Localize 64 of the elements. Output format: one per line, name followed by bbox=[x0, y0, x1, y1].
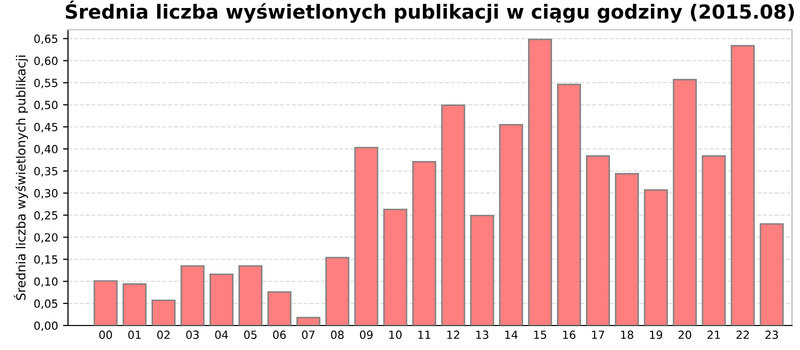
x-tick-label: 23 bbox=[765, 330, 778, 339]
bar bbox=[180, 265, 205, 326]
y-tick-label: 0,05 bbox=[34, 299, 58, 309]
x-tick-label: 03 bbox=[186, 330, 199, 339]
bar bbox=[614, 172, 639, 326]
bar bbox=[296, 316, 320, 326]
y-tick-label: 0,20 bbox=[34, 233, 58, 243]
x-tick-label: 07 bbox=[302, 330, 314, 339]
bar bbox=[383, 208, 408, 326]
bar bbox=[730, 44, 755, 326]
x-tick-label: 16 bbox=[563, 330, 576, 339]
x-tick-label: 22 bbox=[736, 330, 749, 339]
y-tick-label: 0,60 bbox=[34, 56, 58, 66]
x-tick-label: 15 bbox=[534, 330, 546, 339]
bar bbox=[122, 283, 147, 326]
x-tick-label: 08 bbox=[330, 330, 344, 339]
y-tick-label: 0,15 bbox=[34, 255, 58, 265]
bar bbox=[672, 78, 697, 326]
bar bbox=[210, 274, 234, 326]
x-tick-label: 09 bbox=[360, 330, 373, 339]
bar bbox=[760, 223, 784, 326]
y-tick-label: 0,40 bbox=[34, 144, 58, 154]
bar bbox=[499, 124, 524, 326]
y-tick-label: 0,55 bbox=[34, 78, 58, 88]
y-tick-label: 0,25 bbox=[34, 211, 58, 221]
x-tick-label: 11 bbox=[418, 330, 430, 339]
y-tick-label: 0,30 bbox=[34, 189, 58, 199]
bar bbox=[152, 300, 176, 326]
x-tick-label: 01 bbox=[128, 330, 141, 339]
y-tick-label: 0,10 bbox=[34, 277, 58, 287]
bar bbox=[412, 161, 436, 326]
x-tick-label: 14 bbox=[505, 330, 518, 339]
x-tick-label: 13 bbox=[476, 330, 488, 339]
bar bbox=[354, 146, 378, 326]
bar bbox=[267, 291, 292, 326]
chart-title: Średnia liczba wyświetlonych publikacji w ciągu godziny (2015.08) bbox=[66, 0, 794, 23]
bar bbox=[94, 280, 118, 326]
bar bbox=[470, 214, 494, 326]
bar bbox=[528, 38, 552, 326]
bar bbox=[586, 155, 610, 326]
x-tick-label: 10 bbox=[389, 330, 402, 339]
bar bbox=[644, 189, 668, 326]
bar bbox=[557, 84, 581, 326]
y-axis-title: Średnia liczba wyświetlonych publikacji bbox=[14, 56, 28, 300]
bar bbox=[238, 265, 262, 326]
y-tick-label: 0,35 bbox=[34, 166, 58, 177]
y-tick-label: 0,50 bbox=[34, 100, 58, 110]
y-tick-label: 0,00 bbox=[34, 321, 58, 332]
y-tick-label: 0,65 bbox=[34, 34, 58, 44]
x-tick-label: 05 bbox=[244, 330, 257, 339]
x-tick-label: 17 bbox=[592, 330, 604, 339]
bar bbox=[441, 104, 466, 326]
x-tick-label: 04 bbox=[215, 330, 228, 339]
bar bbox=[702, 155, 726, 326]
x-tick-label: 00 bbox=[99, 330, 112, 339]
bar bbox=[325, 256, 350, 326]
x-tick-label: 20 bbox=[678, 330, 692, 339]
x-tick-label: 12 bbox=[447, 330, 460, 339]
x-tick-label: 21 bbox=[708, 330, 720, 339]
x-tick-label: 02 bbox=[157, 330, 170, 339]
x-tick-label: 06 bbox=[273, 330, 286, 339]
y-tick-label: 0,45 bbox=[34, 122, 58, 132]
x-tick-label: 19 bbox=[650, 330, 662, 339]
x-tick-label: 18 bbox=[621, 330, 634, 339]
